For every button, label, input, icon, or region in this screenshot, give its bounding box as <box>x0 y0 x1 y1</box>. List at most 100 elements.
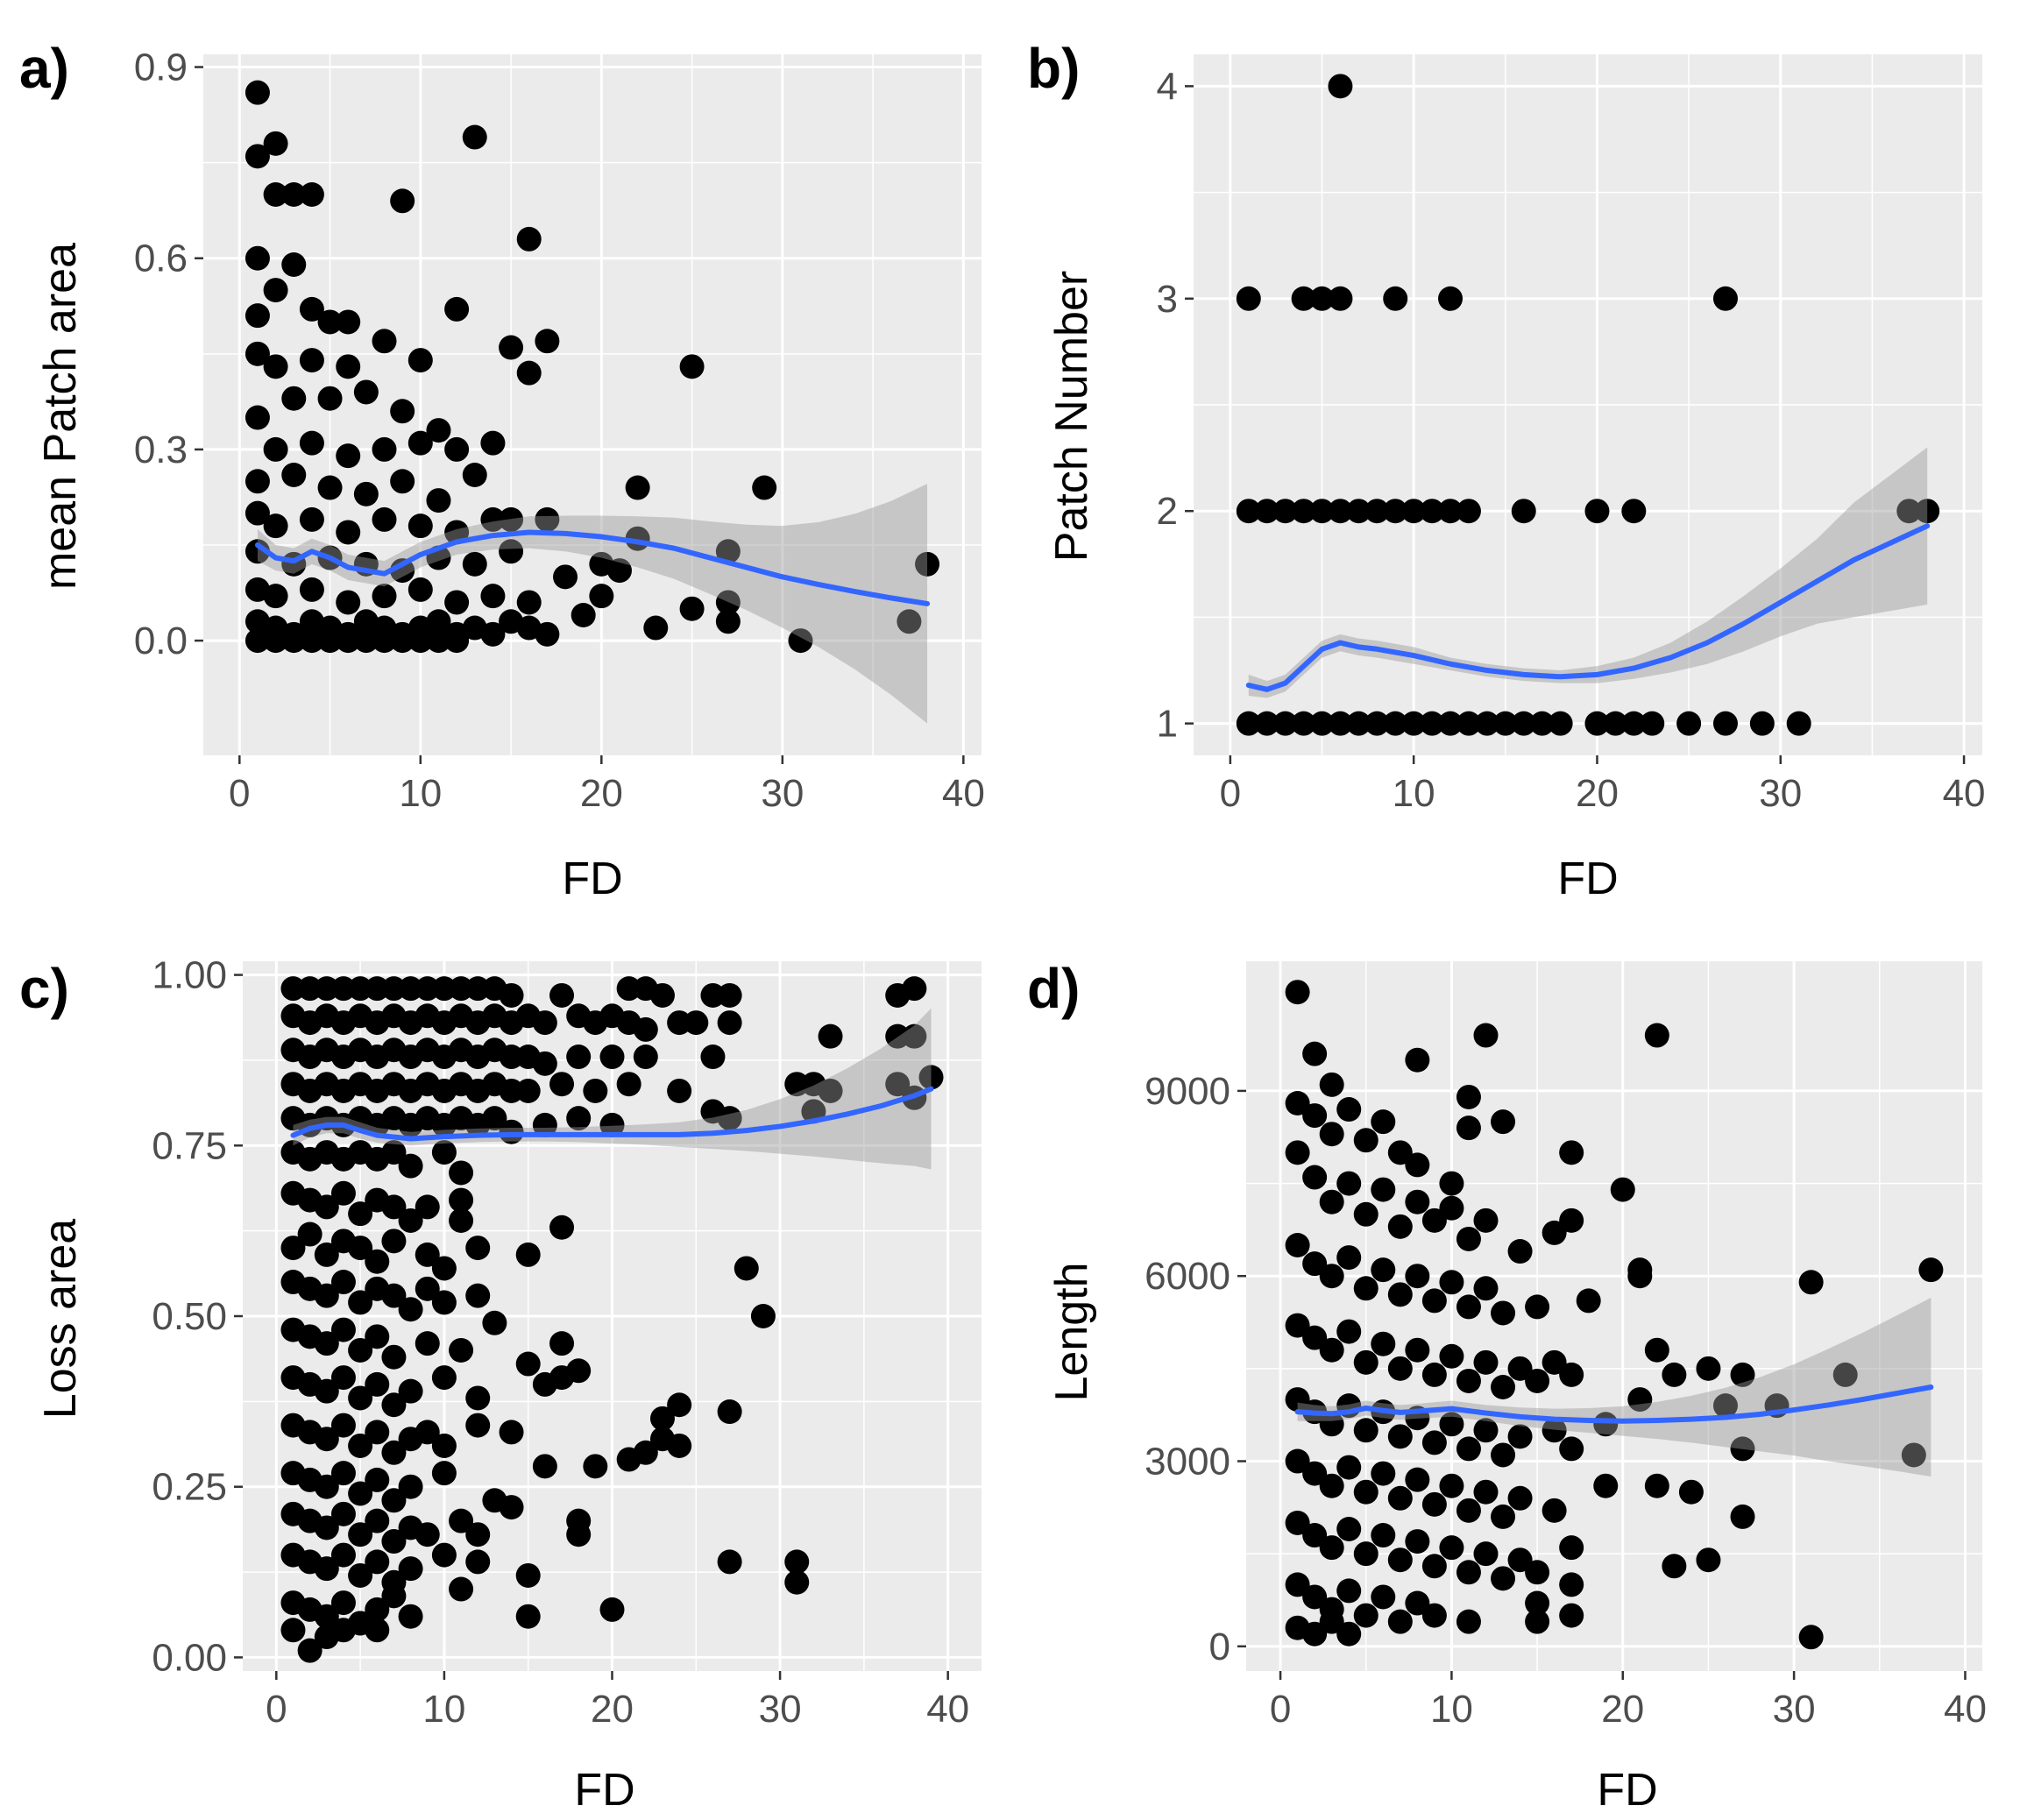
data-point <box>465 976 491 1002</box>
data-point <box>314 1283 339 1308</box>
x-tick-label: 40 <box>942 772 985 815</box>
data-point <box>1364 499 1390 524</box>
data-point <box>649 1406 675 1431</box>
data-point <box>314 1378 339 1404</box>
data-point <box>915 551 940 577</box>
data-point <box>465 1236 491 1261</box>
data-point <box>1439 1270 1464 1295</box>
y-tick-label: 0.25 <box>152 1466 227 1509</box>
data-point <box>1291 711 1316 736</box>
x-tick-label: 30 <box>761 772 804 815</box>
data-point <box>1285 1510 1310 1535</box>
data-point <box>462 124 487 150</box>
data-point <box>480 506 506 532</box>
data-point <box>1319 1122 1344 1147</box>
data-point <box>1387 1282 1413 1307</box>
smooth-line <box>254 529 931 606</box>
data-point <box>314 976 339 1002</box>
data-point <box>317 309 343 335</box>
data-point <box>1405 1264 1430 1289</box>
data-point <box>1401 499 1427 524</box>
data-point <box>499 1420 524 1445</box>
data-point <box>1627 1387 1653 1413</box>
data-point <box>499 1078 524 1103</box>
data-point <box>1371 1523 1396 1548</box>
data-point <box>281 463 307 487</box>
data-point <box>1319 1072 1344 1097</box>
y-tick-label: 0.00 <box>152 1636 227 1679</box>
data-point <box>431 1461 457 1486</box>
data-point <box>415 1331 440 1356</box>
data-point <box>1405 1467 1430 1492</box>
data-point <box>1285 1140 1310 1165</box>
data-point <box>1678 1479 1704 1505</box>
x-tick-label: 30 <box>1773 1688 1816 1731</box>
data-point <box>280 1236 306 1261</box>
data-point <box>281 182 307 207</box>
data-point <box>1353 1349 1379 1375</box>
data-point <box>281 252 307 277</box>
data-point <box>245 628 270 654</box>
data-point <box>1336 1455 1362 1480</box>
data-point <box>449 1160 474 1186</box>
data-point <box>616 1072 641 1097</box>
data-point <box>431 976 457 1002</box>
data-point <box>717 1549 742 1575</box>
data-point <box>717 1399 742 1425</box>
data-point <box>381 1194 407 1220</box>
data-point <box>348 1481 373 1506</box>
data-point <box>408 577 433 602</box>
data-point <box>1319 1337 1344 1363</box>
data-point <box>299 296 324 322</box>
y-axis-title-d: Length <box>1046 1262 1097 1401</box>
data-point <box>1584 499 1610 524</box>
data-point <box>1473 1418 1499 1443</box>
data-point <box>1644 1023 1669 1048</box>
panel-background <box>1246 961 1982 1671</box>
data-point <box>431 1140 457 1165</box>
data-point <box>606 558 632 584</box>
data-point <box>1319 1189 1344 1215</box>
data-point <box>348 1290 373 1315</box>
data-point <box>1456 1609 1481 1634</box>
data-point <box>1456 499 1481 524</box>
data-point <box>1346 499 1371 524</box>
data-point <box>1584 711 1610 736</box>
data-point <box>1507 1547 1533 1573</box>
data-point <box>1915 499 1940 524</box>
data-point <box>415 1276 440 1301</box>
panel-label-c: c) <box>19 957 69 1020</box>
data-point <box>1627 1257 1653 1283</box>
data-point <box>1387 1214 1413 1239</box>
data-point <box>372 628 397 654</box>
y-axis-title-b: Patch Number <box>1046 271 1097 562</box>
data-point <box>314 1427 339 1452</box>
data-point <box>1285 1313 1310 1338</box>
data-point <box>263 584 288 609</box>
data-point <box>1387 1424 1413 1449</box>
data-point <box>1918 1257 1944 1283</box>
data-point <box>633 1045 658 1070</box>
data-point <box>1336 1621 1362 1646</box>
data-point <box>390 188 415 214</box>
data-point <box>365 1508 390 1533</box>
data-point <box>1456 1226 1481 1251</box>
data-point <box>1236 711 1261 736</box>
y-tick-label: 0.0 <box>134 620 188 662</box>
data-point <box>515 1078 541 1103</box>
data-point <box>1302 1584 1328 1610</box>
data-point <box>532 1010 557 1036</box>
data-point <box>1353 1479 1379 1505</box>
data-point <box>1254 499 1279 524</box>
data-point <box>381 1488 407 1513</box>
data-point <box>365 1324 390 1349</box>
data-point <box>1507 1239 1533 1264</box>
data-point <box>390 558 415 584</box>
plot-area-a: 0 10 20 30 40 0.0 0.3 0.6 0.9 <box>134 46 985 815</box>
data-point <box>415 976 440 1002</box>
data-point <box>1421 1603 1447 1628</box>
data-point <box>381 1529 407 1554</box>
data-point <box>599 1112 625 1137</box>
data-point <box>449 1508 474 1533</box>
data-point <box>381 1440 407 1465</box>
